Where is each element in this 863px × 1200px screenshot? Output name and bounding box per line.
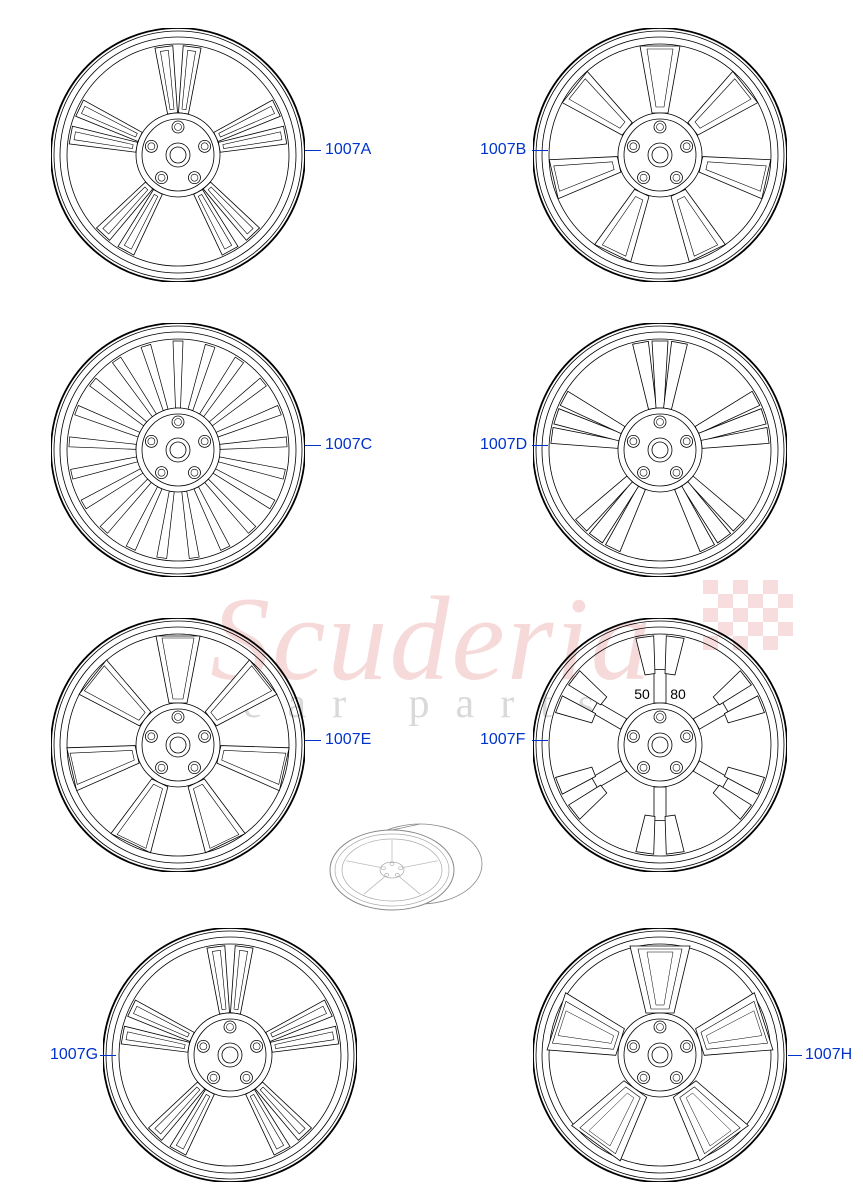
wheel-1007C [51,323,306,578]
part-label-1007H[interactable]: 1007H [805,1047,852,1063]
svg-text:50: 50 [634,686,650,702]
wheel-1007B [533,28,788,283]
leader-line [305,150,321,151]
part-label-1007B[interactable]: 1007B [480,142,526,158]
leader-line [788,1055,802,1056]
part-label-1007A[interactable]: 1007A [325,142,371,158]
wheel-1007A [51,28,306,283]
diagram-stage: Scuderia car parts 1007A1007B1007C1007D1… [0,0,863,1200]
leader-line [100,1055,116,1056]
part-label-1007C[interactable]: 1007C [325,437,372,453]
svg-text:80: 80 [670,686,686,702]
part-label-1007F[interactable]: 1007F [480,732,525,748]
perspective-wheel [325,820,487,920]
wheel-1007F: 50 80 [533,618,788,873]
part-label-1007G[interactable]: 1007G [50,1047,98,1063]
wheel-1007E [51,618,306,873]
leader-line [532,150,548,151]
leader-line [532,740,548,741]
wheel-1007G [103,928,358,1183]
part-label-1007D[interactable]: 1007D [480,437,527,453]
leader-line [532,445,548,446]
part-label-1007E[interactable]: 1007E [325,732,371,748]
wheel-1007H [533,928,788,1183]
leader-line [305,740,321,741]
wheel-1007D [533,323,788,578]
leader-line [305,445,321,446]
